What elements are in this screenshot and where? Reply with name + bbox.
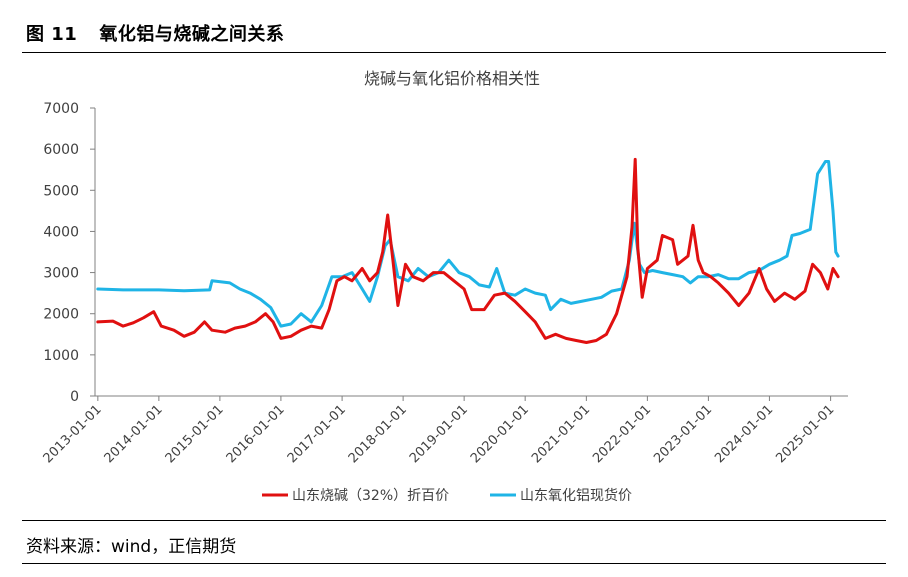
- figure-number: 图 11: [26, 24, 78, 45]
- y-tick-label: 1000: [43, 348, 79, 364]
- legend-label: 山东氧化铝现货价: [520, 487, 632, 504]
- line-chart: 烧碱与氧化铝价格相关性 0 1000 2000 3000 4000 5000 6000 700…: [41, 69, 848, 504]
- x-tick-label: 2018-01-01: [346, 402, 410, 466]
- figure-header: 图 11 氧化铝与烧碱之间关系: [0, 0, 908, 54]
- x-tick-label: 2019-01-01: [407, 402, 471, 466]
- x-tick-label: 2020-01-01: [468, 402, 532, 466]
- top-rule: [22, 52, 886, 53]
- y-tick-label: 2000: [43, 307, 79, 323]
- y-tick-label: 3000: [43, 266, 79, 282]
- y-tick-label: 7000: [43, 101, 79, 117]
- series-line-alumina: [96, 160, 840, 328]
- bottom-rule-top: [22, 520, 886, 521]
- x-tick-label: 2013-01-01: [41, 402, 105, 466]
- x-tick-label: 2023-01-01: [651, 402, 715, 466]
- series-layer: [96, 157, 840, 344]
- chart-area: 烧碱与氧化铝价格相关性 0 1000 2000 3000 4000 5000 6000 700…: [0, 54, 908, 520]
- y-tick-label: 4000: [43, 224, 79, 240]
- x-tick-label: 2024-01-01: [712, 402, 776, 466]
- x-tick-label: 2025-01-01: [773, 402, 837, 466]
- y-tick-label: 6000: [43, 142, 79, 158]
- x-tick-label: 2016-01-01: [224, 402, 288, 466]
- x-tick-label: 2015-01-01: [163, 402, 227, 466]
- chart-title: 烧碱与氧化铝价格相关性: [364, 69, 540, 88]
- x-tick-label: 2021-01-01: [529, 402, 593, 466]
- x-tick-label: 2014-01-01: [102, 402, 166, 466]
- x-tick-label: 2022-01-01: [590, 402, 654, 466]
- y-tick-label: 0: [70, 389, 79, 405]
- x-tick-label: 2017-01-01: [285, 402, 349, 466]
- figure-title: 图 11 氧化铝与烧碱之间关系: [26, 20, 284, 46]
- x-axis: 2013-01-012014-01-012015-01-012016-01-01…: [41, 395, 848, 466]
- bottom-rule: [22, 563, 886, 564]
- legend-label: 山东烧碱（32%）折百价: [292, 488, 449, 504]
- legend: 山东烧碱（32%）折百价 山东氧化铝现货价: [262, 487, 632, 504]
- y-tick-label: 5000: [43, 183, 79, 199]
- series-line-caustic-soda: [96, 157, 840, 344]
- figure-caption: 氧化铝与烧碱之间关系: [99, 24, 285, 45]
- y-axis: 0 1000 2000 3000 4000 5000 6000 7000: [43, 101, 96, 405]
- source-note: 资料来源：wind，正信期货: [26, 537, 237, 557]
